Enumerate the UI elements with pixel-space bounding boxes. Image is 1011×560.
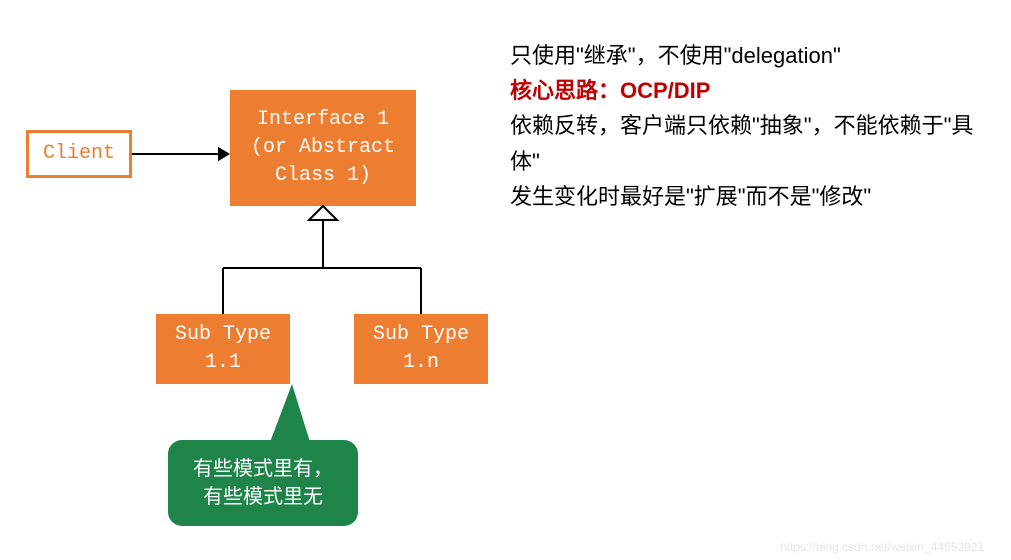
callout-text: 有些模式里有， 有些模式里无 — [168, 440, 358, 526]
note-line-2-emphasis: 核心思路：OCP/DIP — [510, 73, 990, 108]
callout-line1: 有些模式里有， — [193, 458, 333, 480]
callout-line2: 有些模式里无 — [203, 486, 323, 508]
note-line-4: 发生变化时最好是"扩展"而不是"修改" — [510, 179, 990, 214]
note-line-1: 只使用"继承"，不使用"delegation" — [510, 38, 990, 73]
notes-block: 只使用"继承"，不使用"delegation" 核心思路：OCP/DIP 依赖反… — [510, 38, 990, 214]
note-line-3: 依赖反转，客户端只依赖"抽象"，不能依赖于"具体" — [510, 108, 990, 178]
watermark-text: https://blog.csdn.net/weixin_44553921 — [780, 540, 984, 554]
watermark: https://blog.csdn.net/weixin_44553921 — [780, 540, 984, 554]
